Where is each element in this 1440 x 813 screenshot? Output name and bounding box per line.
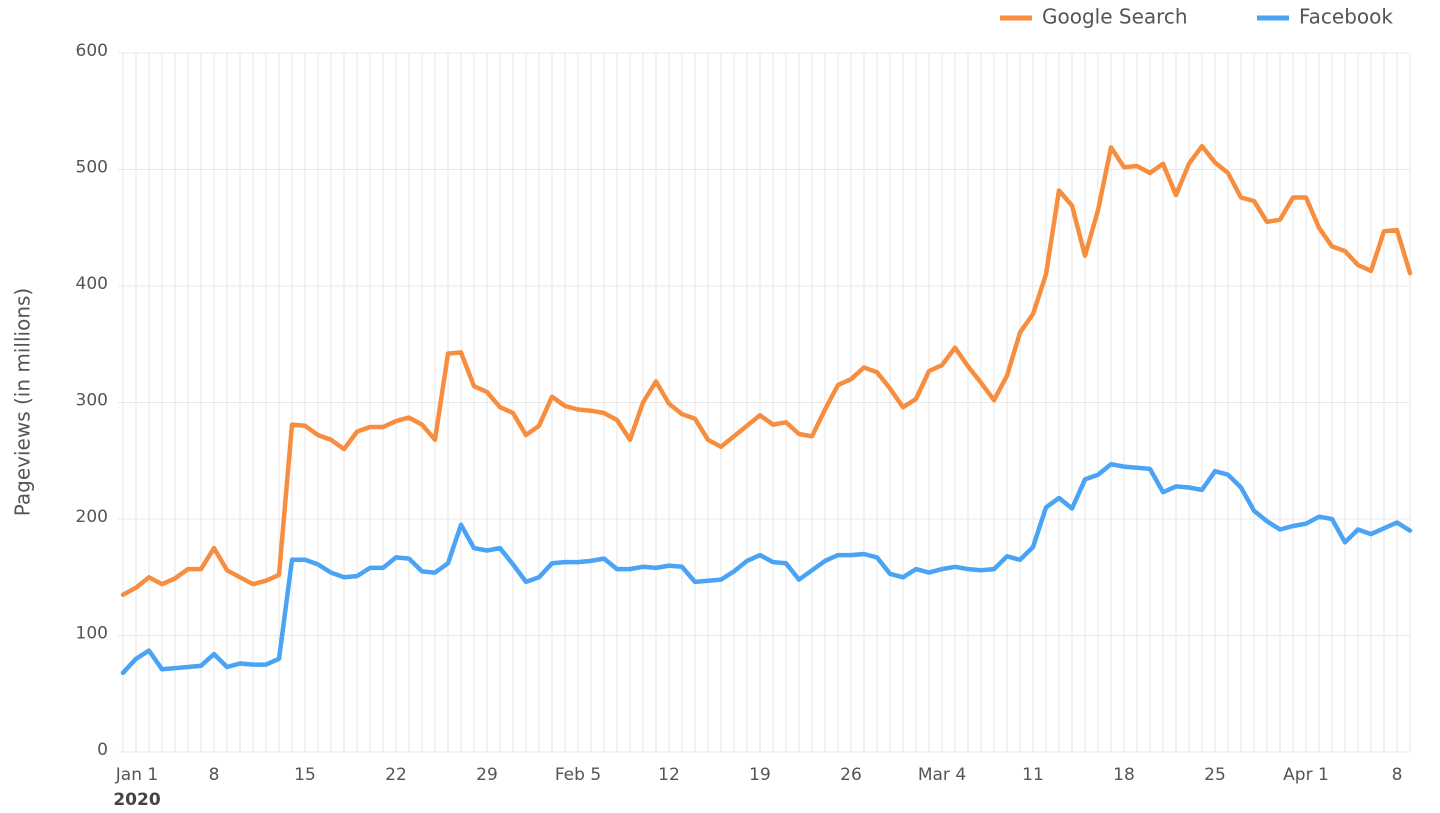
x-tick-label: 12 <box>658 765 680 785</box>
y-tick-label: 100 <box>76 624 108 644</box>
x-tick-label: 8 <box>1392 765 1403 785</box>
line-series <box>120 143 1413 597</box>
x-tick-label: Feb 5 <box>555 765 601 785</box>
y-axis-title: Pageviews (in millions) <box>11 288 35 517</box>
y-tick-label: 300 <box>76 391 108 411</box>
y-tick-label: 600 <box>76 41 108 61</box>
legend-label: Facebook <box>1299 5 1393 29</box>
x-tick-label: 22 <box>385 765 407 785</box>
x-tick-label: 26 <box>840 765 862 785</box>
y-tick-label: 0 <box>97 740 108 760</box>
x-tick-label: 29 <box>476 765 498 785</box>
y-tick-label: 200 <box>76 507 108 527</box>
x-tick-label: 15 <box>294 765 316 785</box>
y-tick-label: 500 <box>76 158 108 178</box>
x-tick-label: 18 <box>1113 765 1135 785</box>
y-tick-label: 400 <box>76 274 108 294</box>
year-label: 2020 <box>113 790 160 809</box>
x-tick-label: 25 <box>1204 765 1226 785</box>
x-tick-label: 8 <box>209 765 220 785</box>
x-tick-label: 19 <box>749 765 771 785</box>
x-tick-label: 11 <box>1022 765 1044 785</box>
x-tick-label: Jan 1 <box>115 765 158 785</box>
x-tick-label: Apr 1 <box>1283 765 1329 785</box>
legend-label: Google Search <box>1042 5 1188 29</box>
x-tick-label: Mar 4 <box>918 765 966 785</box>
line-series <box>120 461 1413 676</box>
